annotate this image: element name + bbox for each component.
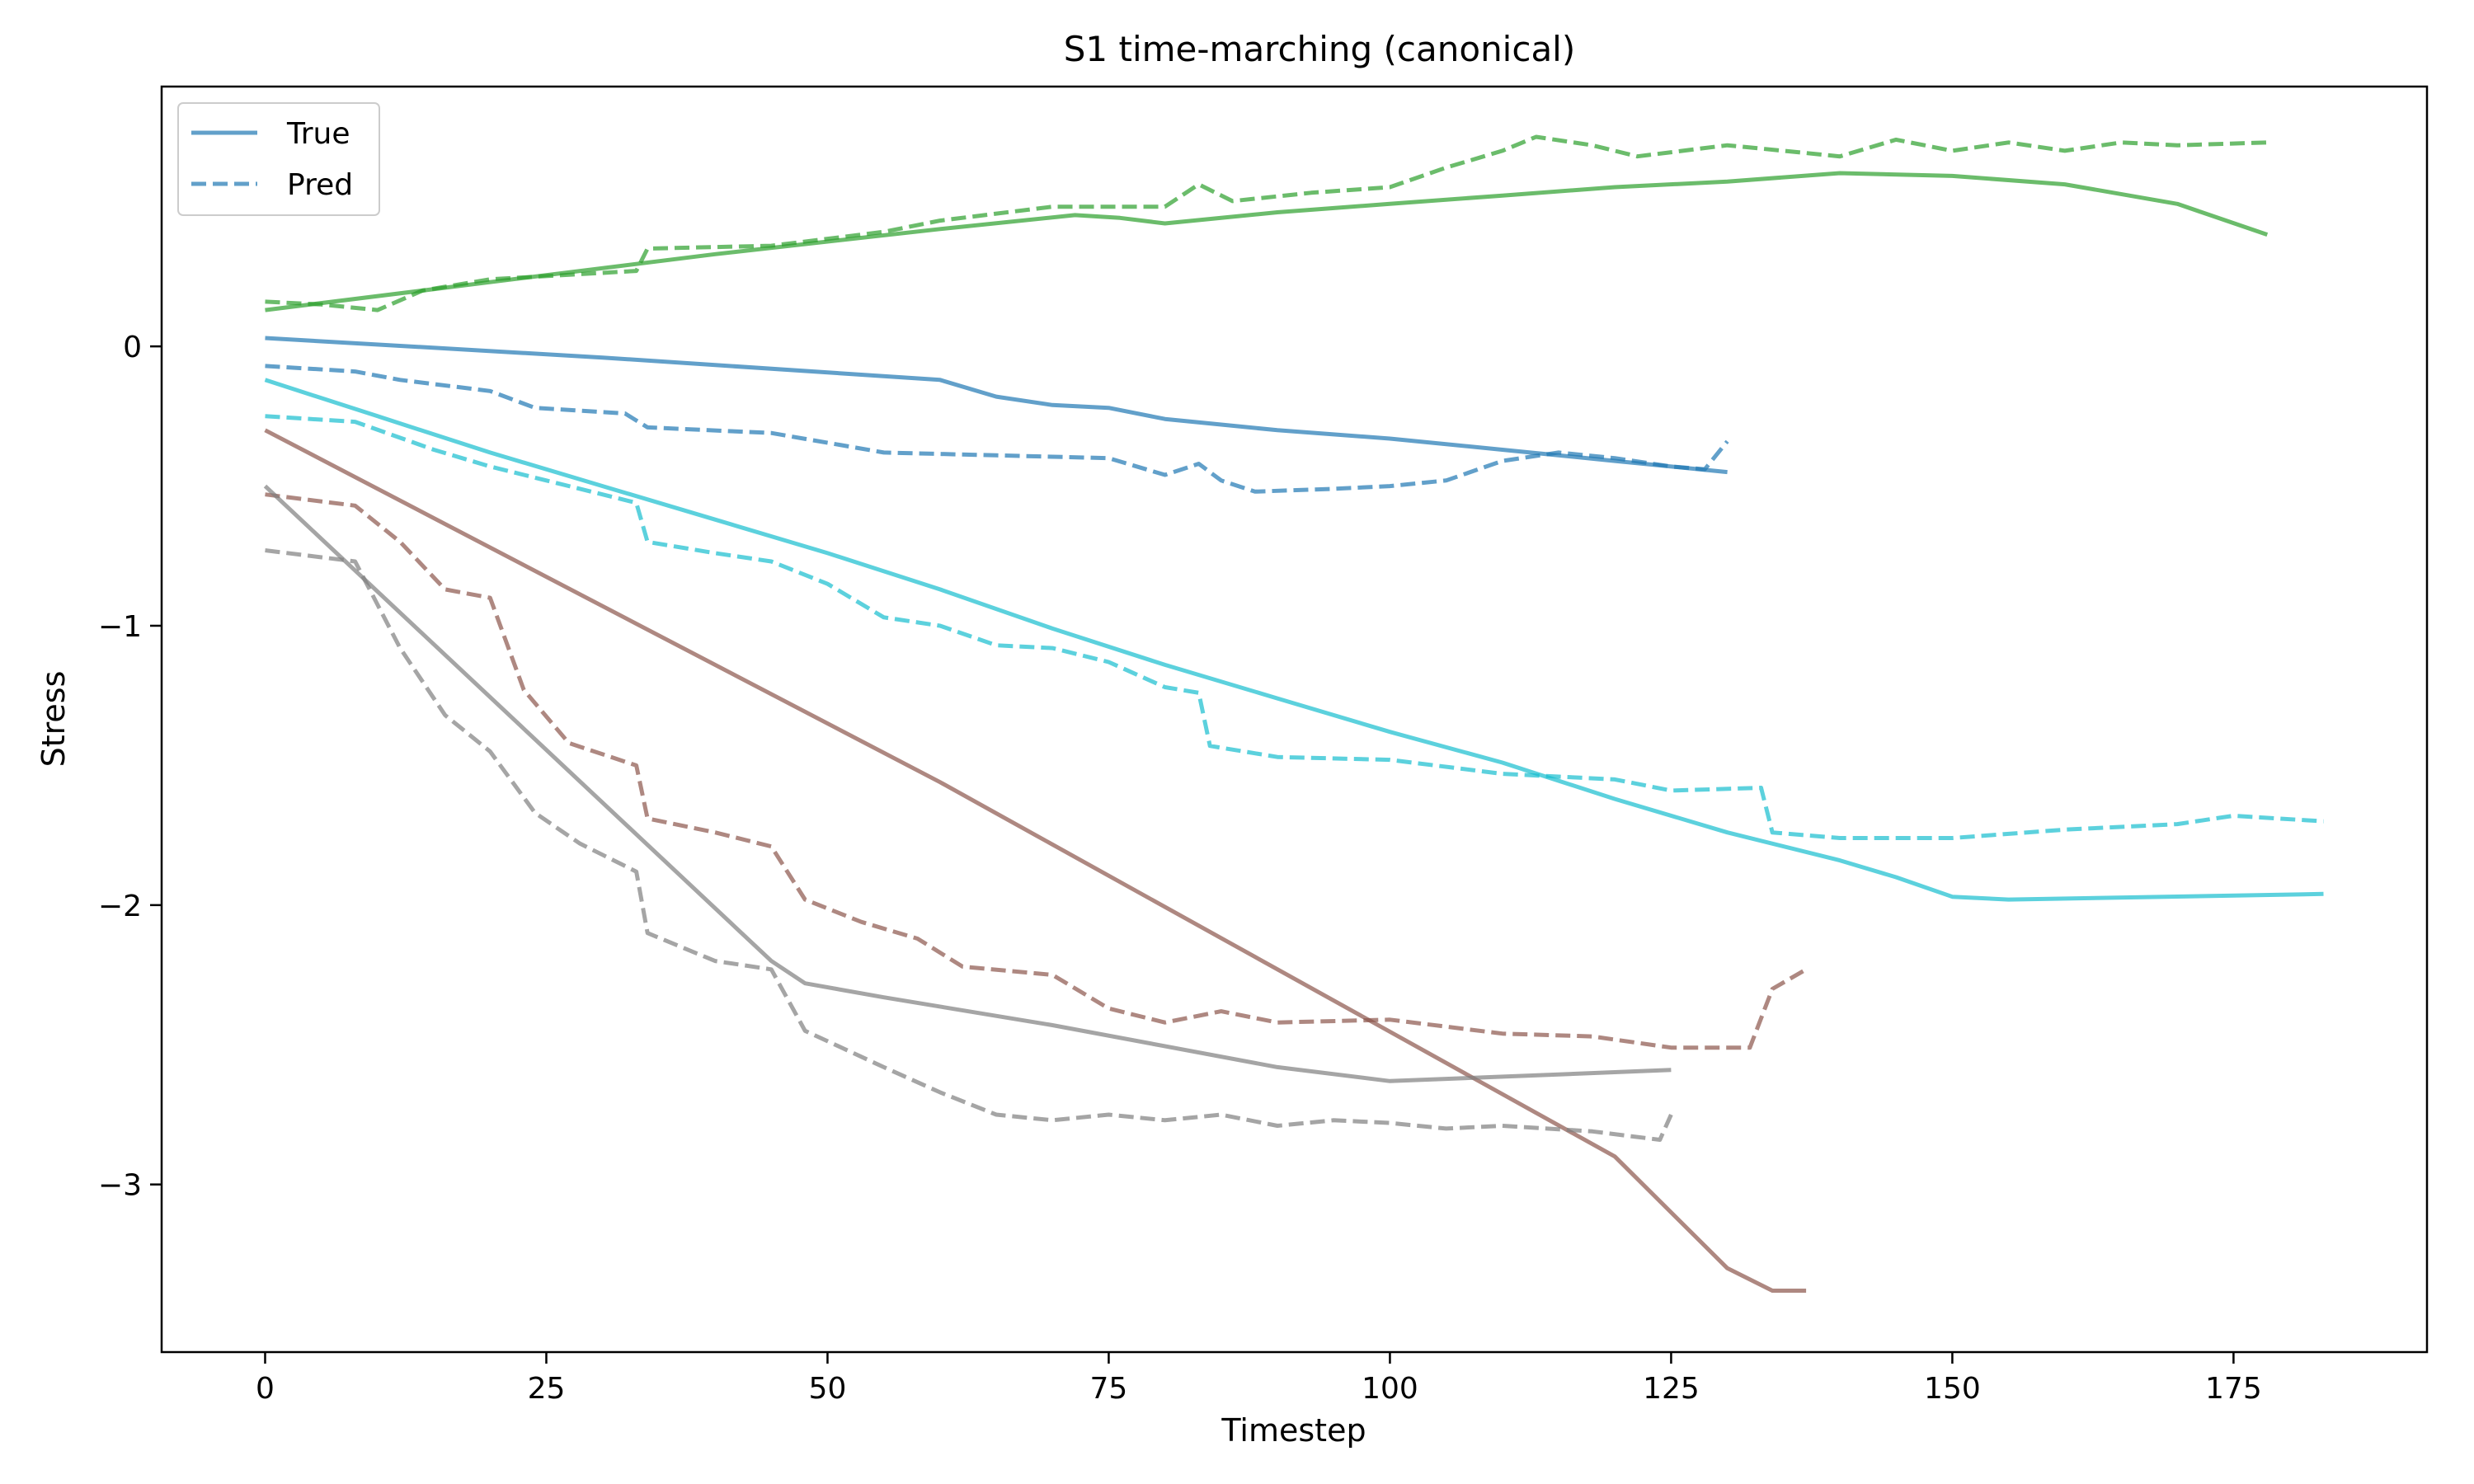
x-tick-label: 50 xyxy=(809,1372,847,1406)
legend-pred-label: Pred xyxy=(287,168,353,202)
series-1-pred-line xyxy=(265,134,2268,312)
plot-area-frame xyxy=(160,85,2429,1354)
series-5-true-line xyxy=(263,484,1672,1083)
series-1-true-line xyxy=(265,171,2269,312)
series-3-pred-line xyxy=(265,414,2324,840)
x-tick-label: 0 xyxy=(256,1372,275,1406)
x-tick-label: 100 xyxy=(1362,1372,1418,1406)
y-axis: 0 −1 −2 −3 xyxy=(98,331,162,1203)
y-axis-label: Stress xyxy=(35,671,72,768)
series-4-pred-line xyxy=(265,492,1808,1050)
x-axis: 0 25 50 75 100 125 150 175 xyxy=(256,1352,2262,1406)
series-3-true-line xyxy=(264,378,2324,902)
series-4-true-line xyxy=(264,428,1807,1293)
series-5-pred-line xyxy=(265,548,1673,1142)
y-tick-label: −1 xyxy=(98,610,142,644)
series-2-pred-line xyxy=(265,364,1729,494)
y-tick-label: 0 xyxy=(123,331,142,364)
x-tick-label: 175 xyxy=(2205,1372,2262,1406)
y-tick-label: −3 xyxy=(98,1169,142,1203)
x-tick-label: 150 xyxy=(1924,1372,1981,1406)
x-tick-label: 75 xyxy=(1090,1372,1128,1406)
series-lines xyxy=(263,134,2324,1293)
chart-title: S1 time-marching (canonical) xyxy=(1064,29,1575,69)
y-tick-label: −2 xyxy=(98,890,142,923)
x-axis-label: Timestep xyxy=(1221,1412,1366,1449)
legend-true-label: True xyxy=(286,117,350,151)
series-2-true-line xyxy=(265,336,1728,475)
x-tick-label: 125 xyxy=(1643,1372,1700,1406)
legend: True Pred xyxy=(177,102,380,216)
x-tick-label: 25 xyxy=(528,1372,566,1406)
